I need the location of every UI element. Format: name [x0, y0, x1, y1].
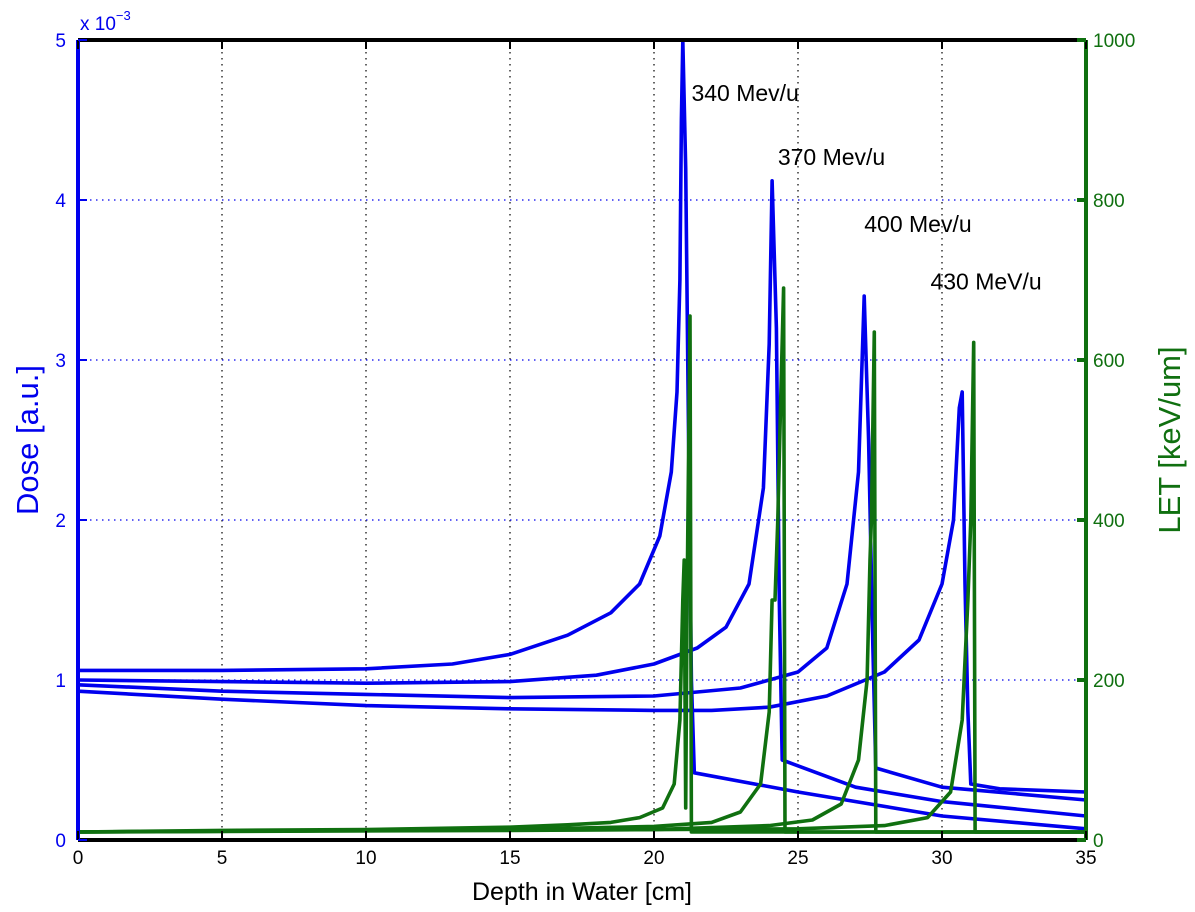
- energy-annotation: 370 Mev/u: [778, 144, 885, 170]
- x-tick-label: 10: [355, 848, 376, 869]
- let-curve-7: [76, 340, 1088, 834]
- exponent-base: x 10: [80, 14, 116, 35]
- y-right-tick-label: 1000: [1093, 31, 1135, 52]
- x-axis-title: Depth in Water [cm]: [472, 878, 692, 906]
- y-right-tick-label: 0: [1093, 831, 1104, 852]
- x-tick-label: 0: [73, 848, 84, 869]
- dose-curve-1: [76, 179, 1088, 818]
- exponent-label: x 10−3: [80, 8, 131, 35]
- exponent-power: −3: [116, 8, 131, 23]
- energy-annotation: 400 Mev/u: [864, 211, 971, 237]
- y-left-tick-label: 4: [55, 191, 66, 212]
- x-tick-label: 20: [643, 848, 664, 869]
- dose-curve-3: [76, 390, 1088, 794]
- annotations-group: 340 Mev/u 370 Mev/u 400 Mev/u 430 MeV/u: [691, 80, 1041, 295]
- x-tick-label: 30: [931, 848, 952, 869]
- x-tick-label: 35: [1075, 848, 1096, 869]
- let-curve-4: [76, 314, 1088, 834]
- energy-annotation: 430 MeV/u: [930, 269, 1041, 295]
- y-right-tick-label: 800: [1093, 191, 1125, 212]
- x-tick-label: 25: [787, 848, 808, 869]
- energy-annotation: 340 Mev/u: [691, 80, 798, 106]
- y-left-tick-label: 5: [55, 31, 66, 52]
- dose-curve-0: [76, 38, 1088, 831]
- x-tick-label: 15: [499, 848, 520, 869]
- y-axis-left-title: Dose [a.u.]: [10, 365, 45, 515]
- plot-background: [78, 40, 1086, 840]
- y-right-tick-label: 200: [1093, 671, 1125, 692]
- y-left-tick-label: 0: [55, 831, 66, 852]
- y-right-tick-label: 600: [1093, 351, 1125, 372]
- y-left-tick-label: 3: [55, 351, 66, 372]
- y-right-tick-label: 400: [1093, 511, 1125, 532]
- axes-frame: [76, 38, 1088, 842]
- y-left-tick-label: 2: [55, 511, 66, 532]
- x-tick-label: 5: [217, 848, 228, 869]
- y-axis-right-title: LET [keV/um]: [1152, 346, 1187, 533]
- series-group: [76, 38, 1088, 834]
- y-left-tick-label: 1: [55, 671, 66, 692]
